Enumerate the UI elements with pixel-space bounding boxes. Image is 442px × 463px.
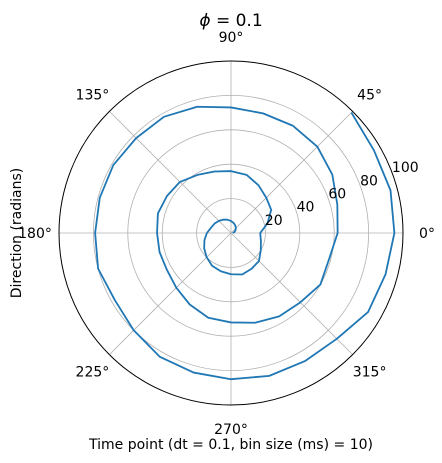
y-axis-label: Direction (radians) — [9, 168, 25, 298]
angular-gridline-7 — [230, 232, 353, 355]
angle-tick-label-6: 270° — [214, 422, 248, 438]
angular-gridline-1 — [230, 111, 353, 234]
angular-gridline-3 — [109, 111, 232, 234]
angle-tick-label-4: 180° — [18, 226, 52, 242]
angle-tick-label-2: 90° — [219, 30, 244, 46]
chart-title-symbol: ϕ — [199, 11, 210, 31]
radial-tick-labels: 20 40 60 80 100 — [265, 160, 419, 229]
angle-tick-label-3: 135° — [76, 87, 110, 103]
angle-tick-label-0: 0° — [419, 226, 435, 242]
series-line — [94, 105, 396, 381]
radial-tick-label-1: 40 — [297, 200, 315, 216]
angle-tick-label-7: 315° — [353, 365, 387, 381]
angle-tick-label-1: 45° — [357, 87, 382, 103]
angle-tick-label-5: 225° — [76, 365, 110, 381]
x-axis-label: Time point (dt = 0.1, bin size (ms) = 10… — [88, 437, 373, 453]
angle-tick-labels: 0° 45° 90° 135° 180° 225° 270° 315° — [18, 30, 435, 438]
polar-frame — [58, 60, 404, 406]
angular-gridline-5 — [109, 232, 232, 355]
radial-tick-label-3: 80 — [360, 173, 378, 189]
radial-tick-label-2: 60 — [328, 187, 346, 203]
chart-title-rest: = 0.1 — [211, 11, 263, 31]
radial-tick-label-4: 100 — [392, 160, 419, 176]
radial-tick-label-0: 20 — [265, 213, 283, 229]
chart-title: ϕ = 0.1 — [199, 11, 262, 31]
